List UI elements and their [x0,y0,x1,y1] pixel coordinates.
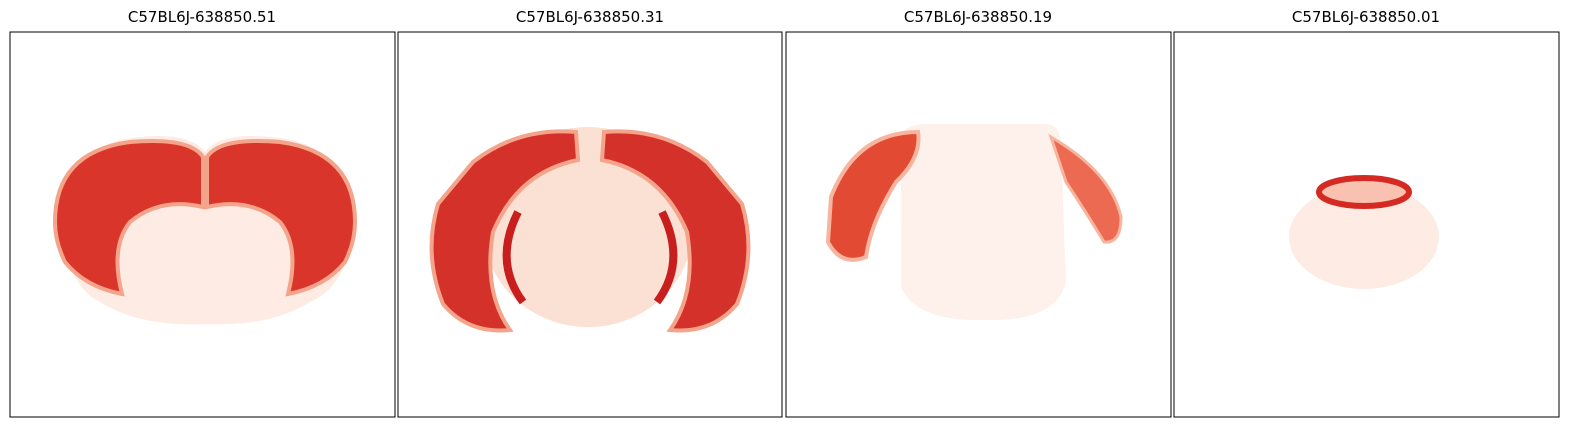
tissue [1289,185,1439,289]
hippocampus [502,210,527,305]
panel-title: C57BL6J-638850.01 [1292,8,1440,26]
tissue [901,124,1066,321]
cortex [205,139,358,297]
panel [397,31,783,418]
cortex [1048,133,1123,244]
panel [9,31,396,418]
structure [1316,175,1412,209]
panel [785,31,1172,418]
cortex [825,129,921,262]
panel-title: C57BL6J-638850.31 [516,8,664,26]
cortex [429,129,581,333]
panel-title: C57BL6J-638850.19 [904,8,1052,26]
panel-title: C57BL6J-638850.51 [128,8,276,26]
hippocampus [653,210,678,305]
cortex [599,129,751,333]
panel [1173,31,1560,418]
cortex [52,139,205,297]
